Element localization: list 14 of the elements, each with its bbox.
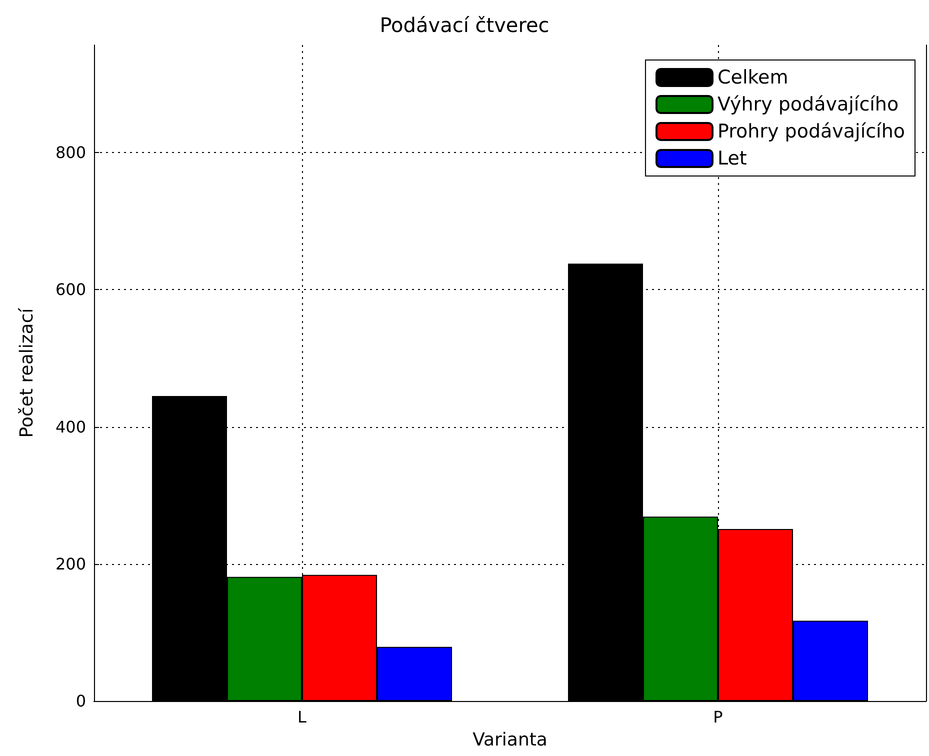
legend-label: Prohry podávajícího	[717, 120, 906, 142]
y-tick-label: 200	[55, 554, 86, 574]
x-tick-label: L	[298, 708, 307, 726]
legend-label: Výhry podávajícího	[717, 94, 899, 116]
x-axis-title: Varianta	[472, 730, 548, 750]
y-tick-label: 400	[55, 417, 86, 436]
y-tick-label: 600	[55, 280, 86, 300]
legend-label: Let	[717, 148, 747, 170]
y-tick-label: 0	[76, 692, 86, 710]
x-tick-label: P	[713, 708, 724, 726]
chart-title: Podávací čtverec	[380, 13, 550, 37]
legend-label: Celkem	[717, 66, 788, 88]
y-tick-label: 800	[55, 143, 86, 162]
y-axis-title: Počet realizací	[16, 307, 38, 438]
